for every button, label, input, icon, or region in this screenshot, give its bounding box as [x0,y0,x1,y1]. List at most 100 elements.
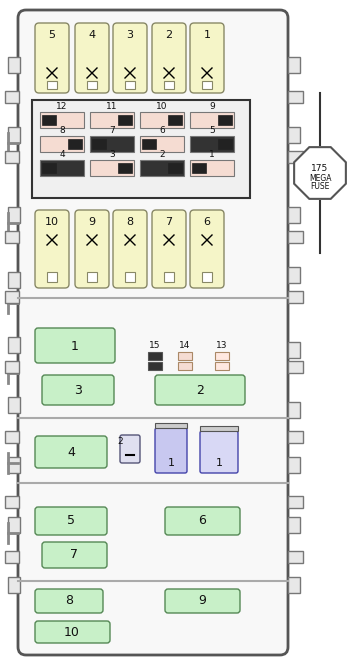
Bar [40,160,84,176]
FancyBboxPatch shape [190,210,224,288]
Bar [218,115,232,125]
Bar [288,361,303,373]
Bar [215,362,229,370]
Bar [288,577,300,593]
Text: 2: 2 [117,436,123,446]
Bar [288,551,303,563]
FancyBboxPatch shape [165,507,240,535]
Text: 5: 5 [49,30,56,40]
Bar [168,115,182,125]
Text: 3: 3 [126,30,133,40]
Text: 3: 3 [109,149,115,158]
Bar [288,342,300,358]
Text: 8: 8 [65,595,73,607]
Bar [288,207,300,223]
FancyBboxPatch shape [152,210,186,288]
Bar [192,163,206,173]
Bar [288,291,303,303]
Bar [90,136,134,152]
FancyBboxPatch shape [152,23,186,93]
FancyBboxPatch shape [18,10,288,655]
Bar [288,57,300,73]
Bar [288,402,300,418]
Text: 8: 8 [126,217,134,227]
Polygon shape [294,147,346,199]
Bar [5,291,19,303]
Text: 6: 6 [198,514,206,528]
Text: 1: 1 [203,30,210,40]
FancyBboxPatch shape [113,23,147,93]
Bar [190,160,234,176]
Bar [190,112,234,128]
Text: 10: 10 [156,101,168,111]
Text: 9: 9 [89,217,96,227]
Bar [168,163,182,173]
Text: 1: 1 [71,339,79,353]
Text: 13: 13 [216,341,228,349]
Bar [5,231,19,243]
Bar [148,362,162,370]
Bar [8,337,20,353]
Bar [5,431,19,443]
Bar [125,81,135,89]
Text: 1: 1 [216,458,223,468]
Bar [200,426,238,431]
FancyBboxPatch shape [35,23,69,93]
Text: 9: 9 [209,101,215,111]
Text: 3: 3 [74,383,82,396]
Bar [47,81,57,89]
Text: 2: 2 [166,30,173,40]
Bar [5,551,19,563]
Text: 4: 4 [59,149,65,158]
Text: 6: 6 [159,125,165,135]
Bar [68,139,82,149]
Bar [202,272,212,282]
Text: 175: 175 [312,164,329,172]
Text: 12: 12 [56,101,68,111]
FancyBboxPatch shape [35,328,115,363]
FancyBboxPatch shape [35,436,107,468]
Bar [140,160,184,176]
FancyBboxPatch shape [155,428,187,473]
FancyBboxPatch shape [75,23,109,93]
Bar [148,352,162,360]
FancyBboxPatch shape [120,435,140,463]
Bar [40,112,84,128]
Bar [164,272,174,282]
FancyBboxPatch shape [75,210,109,288]
FancyBboxPatch shape [190,23,224,93]
FancyBboxPatch shape [42,542,107,568]
Text: 7: 7 [70,548,78,562]
FancyBboxPatch shape [165,589,240,613]
FancyBboxPatch shape [155,375,245,405]
Bar [40,136,84,152]
Bar [8,127,20,143]
FancyBboxPatch shape [42,375,114,405]
Bar [202,81,212,89]
Text: 4: 4 [67,446,75,459]
Bar [288,127,300,143]
Bar [288,457,300,473]
FancyBboxPatch shape [35,507,107,535]
FancyBboxPatch shape [35,621,110,643]
Text: 10: 10 [45,217,59,227]
Bar [8,397,20,413]
Bar [125,272,135,282]
Bar [8,57,20,73]
Text: 5: 5 [209,125,215,135]
Bar [87,81,97,89]
Bar [90,112,134,128]
FancyBboxPatch shape [200,431,238,473]
Text: 7: 7 [166,217,173,227]
Bar [178,352,192,360]
Text: 14: 14 [179,341,191,349]
Bar [142,139,156,149]
Text: 5: 5 [67,514,75,528]
Bar [5,91,19,103]
Text: MEGA: MEGA [309,174,331,182]
Bar [8,577,20,593]
Bar [92,139,106,149]
Bar [47,272,57,282]
Bar [288,431,303,443]
Bar [5,496,19,508]
